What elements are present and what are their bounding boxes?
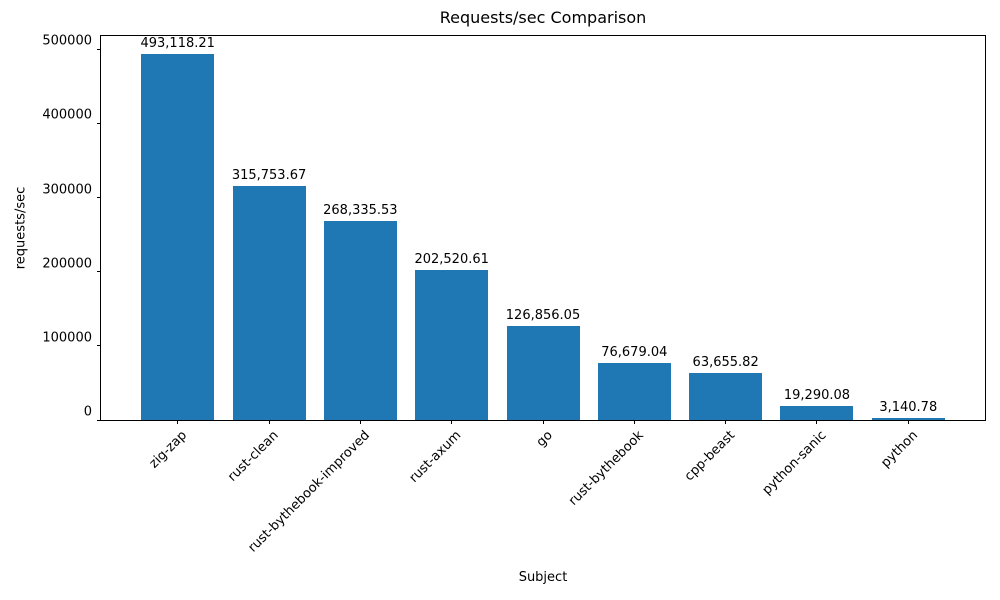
y-tick-mark [97,122,101,124]
y-tick-mark [97,419,101,421]
x-tick-mark [816,420,818,424]
x-tick-mark [542,420,544,424]
y-tick-mark [97,271,101,273]
y-tick-label: 400000 [42,107,92,123]
bar-rust-axum [415,270,488,420]
x-tick-label: rust-axum [406,428,465,486]
x-tick-mark [725,420,727,424]
x-tick-label: rust-bythebook [566,428,647,509]
y-tick-mark [97,48,101,50]
x-tick-mark [268,420,270,424]
bar-value-label: 493,118.21 [140,36,215,51]
plot-area: 0 100000 200000 300000 400000 500000 493,118.2… [42,34,986,555]
x-tick-mark [907,420,909,424]
chart-title: Requests/sec Comparison [439,8,647,27]
y-tick-label: 500000 [42,33,92,49]
bar-value-label: 76,679.04 [601,345,668,360]
bar-value-label: 19,290.08 [783,388,851,403]
y-tick-label: 200000 [42,256,92,272]
y-tick-label: 100000 [42,330,92,346]
y-axis-label: requests/sec [13,186,29,270]
bar-rust-clean [233,186,306,420]
bar-rust-bythebook-improved [324,221,397,420]
bar-cpp-beast [689,373,762,420]
x-tick-mark [633,420,635,424]
bar-value-label: 315,753.67 [231,168,307,183]
bar-value-label: 268,335.53 [323,203,398,218]
bar-value-label: 202,520.61 [414,252,489,267]
bar-python [872,418,945,420]
bar-value-label: 63,655.82 [692,355,759,370]
bar-zig-zap [141,54,214,420]
x-tick-label: zig-zap [146,428,191,472]
x-tick-mark [359,420,361,424]
y-tick-label: 0 [83,404,92,420]
x-tick-mark [177,420,179,424]
x-tick-label: python [878,428,921,471]
bar-value-label: 126,856.05 [505,308,581,323]
bar-rust-bythebook [598,363,671,420]
bar-go [507,326,580,420]
x-tick-label: go [533,428,556,451]
y-tick-mark [97,197,101,199]
bar-python-sanic [780,406,853,420]
bar-value-label: 3,140.78 [879,400,938,415]
x-tick-mark [451,420,453,424]
x-tick-label: cpp-beast [682,428,739,485]
y-tick-label: 300000 [42,182,92,198]
x-tick-label: rust-clean [225,428,282,485]
y-tick-mark [97,345,101,347]
x-tick-label: python-sanic [759,428,830,498]
x-axis-label: Subject [518,570,568,585]
